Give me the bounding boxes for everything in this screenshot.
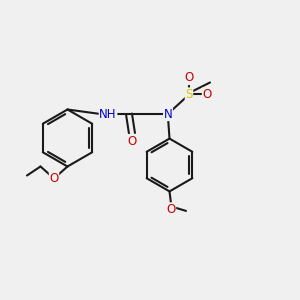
Text: O: O <box>128 134 136 148</box>
Text: S: S <box>185 88 193 101</box>
Text: O: O <box>50 172 58 185</box>
Text: O: O <box>184 71 194 85</box>
Text: O: O <box>202 88 211 101</box>
Text: N: N <box>164 107 172 121</box>
Text: O: O <box>167 203 176 216</box>
Text: NH: NH <box>99 107 117 121</box>
